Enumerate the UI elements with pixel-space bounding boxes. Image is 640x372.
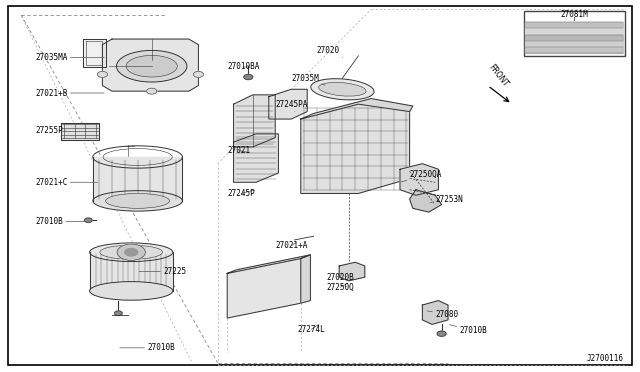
Text: 27255P: 27255P [35, 126, 66, 135]
Text: 27081M: 27081M [560, 10, 588, 19]
Ellipse shape [100, 245, 163, 259]
Polygon shape [301, 255, 310, 303]
Ellipse shape [93, 191, 182, 211]
Ellipse shape [311, 79, 374, 100]
Circle shape [115, 311, 122, 315]
Polygon shape [269, 89, 307, 119]
Polygon shape [102, 39, 198, 91]
Polygon shape [93, 157, 182, 201]
Polygon shape [410, 190, 442, 212]
Text: 27010B: 27010B [449, 325, 487, 335]
Circle shape [193, 71, 204, 77]
Text: FRONT: FRONT [486, 62, 509, 89]
Polygon shape [83, 39, 106, 67]
Polygon shape [339, 262, 365, 281]
Ellipse shape [90, 282, 173, 300]
Polygon shape [234, 134, 278, 182]
Polygon shape [90, 252, 173, 291]
Text: 27080: 27080 [427, 310, 458, 319]
Polygon shape [525, 47, 623, 53]
Ellipse shape [106, 193, 170, 208]
Text: J2700116: J2700116 [587, 354, 624, 363]
Text: 27250QA: 27250QA [401, 170, 442, 182]
Text: 27020: 27020 [317, 46, 342, 58]
Ellipse shape [319, 83, 366, 96]
Polygon shape [301, 104, 410, 193]
Text: 27225: 27225 [139, 267, 186, 276]
Circle shape [437, 331, 446, 336]
Polygon shape [525, 35, 623, 41]
Polygon shape [525, 22, 623, 28]
Text: 27245P: 27245P [227, 189, 255, 198]
Ellipse shape [126, 55, 177, 77]
Circle shape [84, 218, 92, 222]
Text: 27021+A: 27021+A [275, 241, 308, 250]
Circle shape [117, 244, 145, 260]
Polygon shape [400, 164, 438, 195]
Text: 27021+C: 27021+C [35, 178, 98, 187]
Text: 27035MA: 27035MA [35, 53, 104, 62]
Circle shape [244, 74, 253, 80]
Text: 27245PA: 27245PA [275, 100, 308, 112]
Text: 27021+B: 27021+B [35, 89, 104, 97]
Polygon shape [422, 301, 448, 324]
Polygon shape [525, 41, 623, 47]
Text: 27035M: 27035M [291, 74, 325, 85]
Circle shape [147, 88, 157, 94]
Text: 27274L: 27274L [298, 324, 325, 334]
Polygon shape [525, 28, 623, 35]
Bar [524, 11, 625, 56]
Polygon shape [227, 255, 310, 273]
Polygon shape [61, 123, 99, 140]
Text: 27010B: 27010B [120, 343, 175, 352]
Text: 27021: 27021 [227, 146, 250, 155]
Ellipse shape [90, 243, 173, 262]
Circle shape [125, 248, 138, 256]
Polygon shape [234, 95, 275, 147]
Text: 27010BA: 27010BA [227, 62, 260, 71]
Text: 27020B: 27020B [326, 273, 354, 282]
Circle shape [97, 71, 108, 77]
Ellipse shape [116, 51, 187, 82]
Polygon shape [301, 99, 413, 119]
Text: 27250Q: 27250Q [326, 283, 354, 292]
Polygon shape [227, 259, 301, 318]
Text: 27010B: 27010B [35, 217, 85, 226]
Text: 27253N: 27253N [430, 195, 463, 203]
